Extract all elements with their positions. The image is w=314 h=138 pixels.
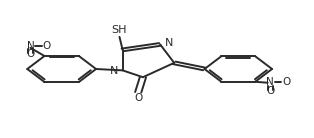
Text: N: N (165, 38, 173, 48)
Text: O: O (266, 86, 274, 96)
Text: O: O (282, 77, 290, 87)
Text: O: O (134, 93, 142, 103)
Text: SH: SH (112, 25, 127, 35)
Text: N: N (26, 41, 34, 51)
Text: O: O (42, 41, 51, 51)
Text: N: N (266, 77, 274, 87)
Text: N: N (110, 66, 118, 76)
Text: O: O (26, 49, 35, 59)
